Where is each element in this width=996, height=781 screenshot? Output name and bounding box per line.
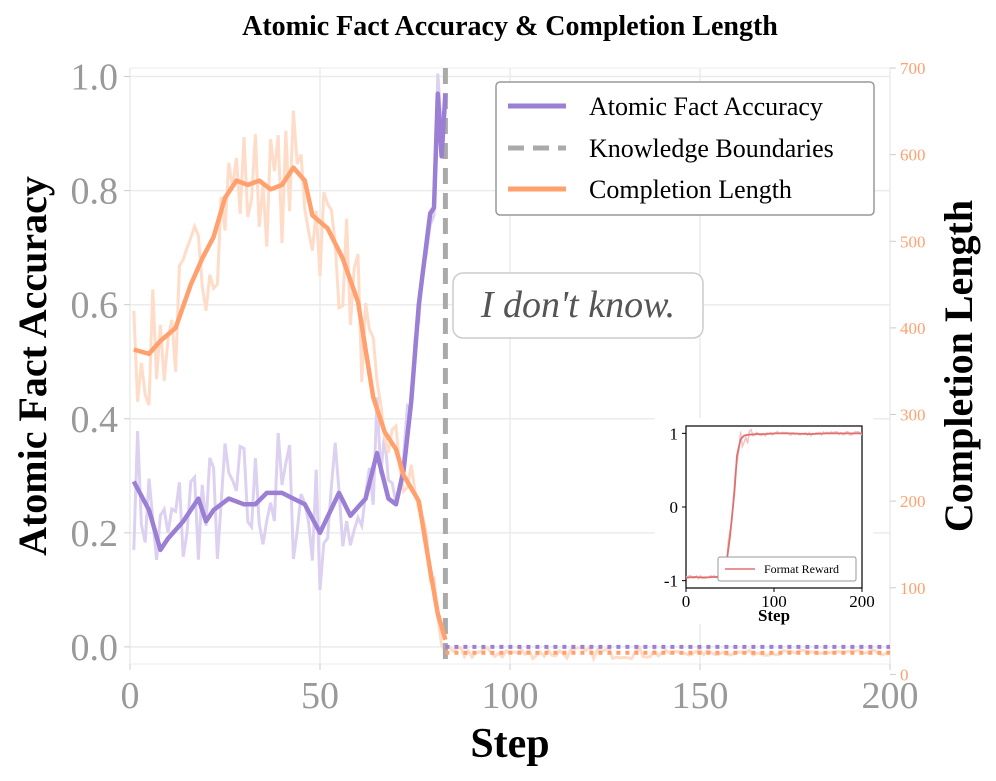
- x-tick-label: 100: [482, 675, 539, 717]
- y-tick-label: 0.8: [71, 171, 119, 213]
- inset-series-layer: [685, 428, 863, 581]
- length-raw-line: [132, 110, 447, 652]
- y2-axis-label: Completion Length: [936, 200, 981, 532]
- x-tick-label: 50: [301, 675, 339, 717]
- y2-tick-label: 200: [900, 492, 926, 511]
- x-axis-label: Step: [470, 721, 549, 767]
- y-tick-label: 1.0: [71, 57, 119, 99]
- inset-y-tick-label: 0: [670, 498, 679, 517]
- x-tick-label: 200: [862, 675, 919, 717]
- y-tick-label: 0.4: [71, 399, 119, 441]
- inset-x-tick-label: 200: [849, 592, 875, 611]
- y-axis-label: Atomic Fact Accuracy: [10, 176, 55, 556]
- accuracy-line: [131, 91, 448, 553]
- y-tick-label: 0.2: [71, 513, 119, 555]
- y-tick-label: 0.0: [71, 627, 119, 669]
- inset-x-tick-label: 0: [682, 592, 691, 611]
- inset-ticks: 0 100 200-101: [664, 424, 875, 611]
- y2-tick-label: 600: [900, 146, 926, 165]
- y2-tick-label: 300: [900, 406, 926, 425]
- x-tick-label: 0: [121, 675, 140, 717]
- y2-tick-label: 500: [900, 232, 926, 251]
- y2-tick-label: 700: [900, 59, 926, 78]
- inset-chart: 0 100 200-101 Format Reward Step: [655, 418, 875, 625]
- annotation-box: I don't know.: [452, 272, 704, 339]
- legend-label-length: Completion Length: [589, 175, 792, 204]
- accuracy-raw-line: [132, 73, 447, 591]
- y2-tick-label: 100: [900, 579, 926, 598]
- annotation-text: I don't know.: [480, 284, 675, 326]
- legend-label-boundary: Knowledge Boundaries: [589, 134, 834, 163]
- y2-tick-label: 0: [900, 665, 909, 684]
- chart-title: Atomic Fact Accuracy & Completion Length: [242, 11, 778, 42]
- x-axis-ticks: 0 50 100 150 200: [121, 664, 919, 717]
- legend-label-accuracy: Atomic Fact Accuracy: [589, 92, 823, 121]
- inset-y-tick-label: 1: [670, 424, 679, 443]
- y-tick-label: 0.6: [71, 285, 119, 327]
- y2-tick-label: 400: [900, 319, 926, 338]
- y-axis-ticks: 0.0 0.2 0.4 0.6 0.8 1.0: [71, 57, 130, 669]
- legend: Atomic Fact Accuracy Knowledge Boundarie…: [495, 81, 875, 216]
- inset-x-tick-label: 100: [761, 592, 787, 611]
- y2-axis-ticks: 0 100 200 300 400 500 600 700: [890, 59, 926, 684]
- inset-legend: Format Reward: [717, 556, 857, 582]
- inset-y-tick-label: -1: [664, 572, 678, 591]
- x-tick-label: 150: [672, 675, 729, 717]
- inset-x-label: Step: [758, 606, 790, 625]
- smooth-series-layer: [131, 91, 890, 655]
- length-line: [133, 165, 448, 641]
- inset-legend-label: Format Reward: [764, 562, 839, 576]
- inset-format-reward-line: [685, 432, 862, 579]
